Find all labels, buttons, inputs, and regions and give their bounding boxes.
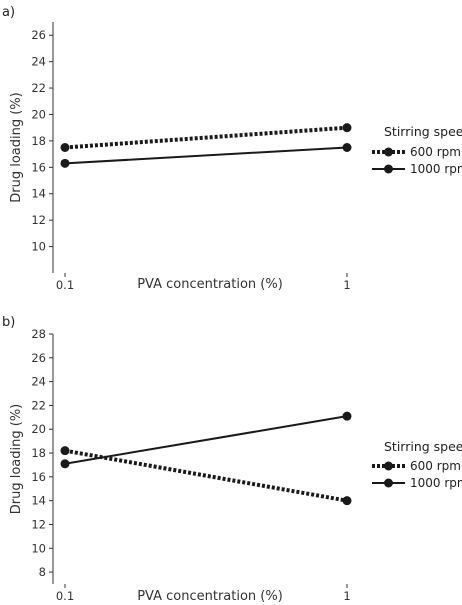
series-line-600-rpm [64, 448, 348, 503]
y-tick-label: 10 [31, 541, 46, 555]
y-tick-label: 8 [39, 565, 46, 579]
legend-swatch-marker [384, 461, 393, 471]
legend-swatch-marker [384, 478, 393, 488]
y-tick-label: 12 [31, 517, 46, 531]
series-line-1000-rpm [64, 146, 348, 165]
series-line-600-rpm [64, 125, 348, 150]
y-tick-label: 16 [31, 470, 46, 484]
panel-label: b) [2, 315, 15, 330]
y-tick-label: 12 [31, 213, 46, 227]
legend-title: Stirring speed [384, 439, 462, 454]
x-tick-label: 0.1 [56, 589, 74, 603]
y-axis-title: Drug loading (%) [9, 92, 24, 203]
legend-label: 1000 rpm [410, 476, 462, 490]
x-axis-title: PVA concentration (%) [137, 589, 283, 604]
legend-label: 1000 rpm [410, 162, 462, 176]
panel-label: a) [2, 5, 15, 20]
data-point [60, 143, 70, 152]
y-tick-label: 22 [31, 398, 46, 412]
y-tick-label: 20 [31, 107, 46, 121]
y-tick-label: 14 [31, 187, 46, 201]
y-tick-label: 18 [31, 134, 46, 148]
data-point [342, 496, 352, 506]
data-point [342, 143, 352, 152]
y-tick-label: 16 [31, 160, 46, 174]
y-tick-label: 20 [31, 422, 46, 436]
x-tick-label: 1 [343, 589, 350, 603]
data-point [60, 158, 70, 168]
legend-label: 600 rpm [410, 145, 461, 159]
data-point [60, 459, 70, 469]
x-tick-label: 0.1 [56, 278, 74, 292]
series-line-1000-rpm [64, 415, 348, 465]
chart-panel-1: a) 10 12 14 16 18 20 22 24 26 0.1 1 PVA concentratio… [2, 5, 462, 292]
x-axis-title: PVA concentration (%) [137, 277, 283, 292]
y-tick-label: 22 [31, 81, 46, 95]
x-tick-label: 1 [343, 278, 350, 292]
y-tick-label: 10 [31, 240, 46, 254]
y-tick-label: 26 [31, 351, 46, 365]
legend-label: 600 rpm [410, 459, 461, 473]
y-tick-label: 24 [31, 55, 46, 69]
chart-panel-2: b) 8 10 12 14 16 18 20 22 24 26 28 0.1 1 PVA concentra… [2, 315, 462, 604]
y-tick-label: 14 [31, 494, 46, 508]
data-point [342, 411, 352, 421]
y-tick-label: 26 [31, 28, 46, 42]
legend-swatch-marker [384, 147, 393, 157]
y-axis-title: Drug loading (%) [9, 404, 24, 515]
y-tick-label: 18 [31, 446, 46, 460]
data-point [342, 123, 352, 133]
data-point [60, 446, 70, 456]
y-tick-label: 28 [31, 327, 46, 341]
legend-swatch-marker [384, 164, 393, 174]
y-tick-label: 24 [31, 375, 46, 389]
legend-title: Stirring speed [384, 124, 462, 139]
